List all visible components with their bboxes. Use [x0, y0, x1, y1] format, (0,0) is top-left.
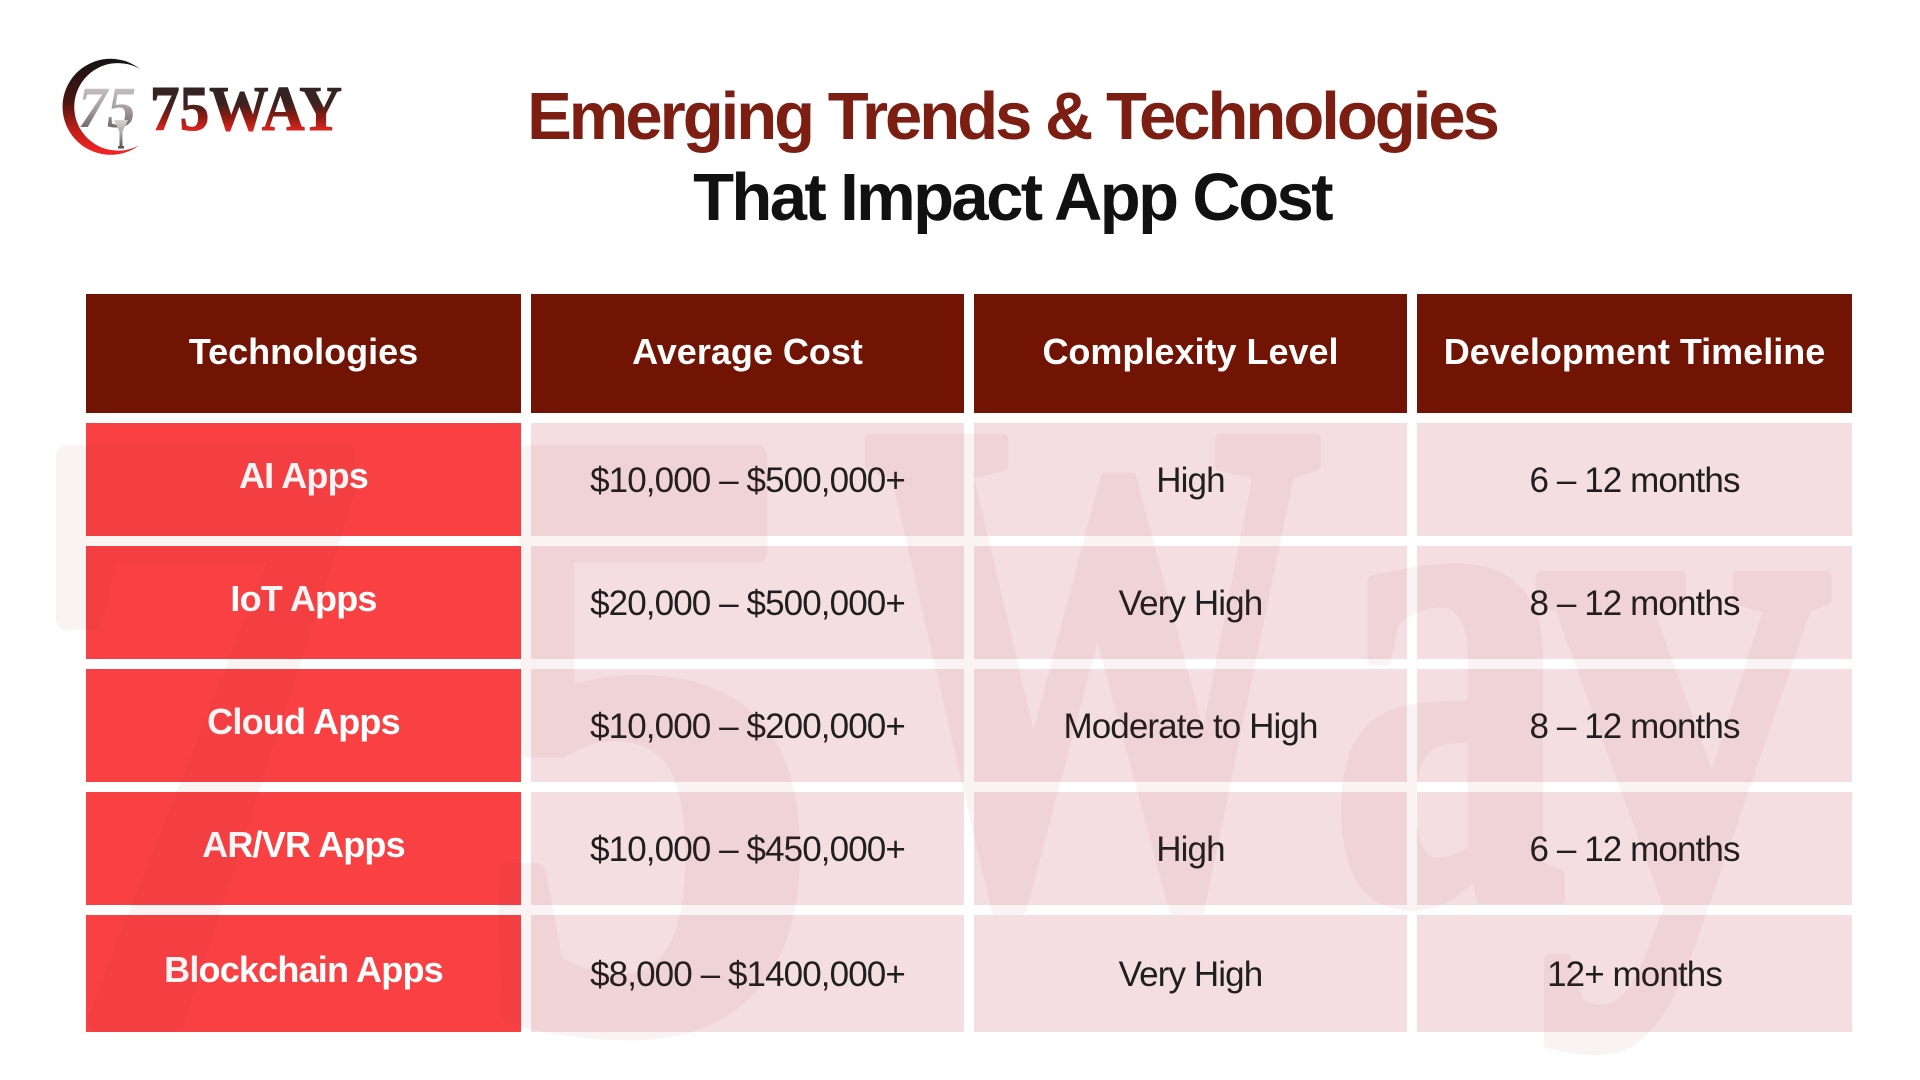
- svg-text:75WAY: 75WAY: [150, 74, 342, 144]
- svg-text:75: 75: [78, 75, 136, 140]
